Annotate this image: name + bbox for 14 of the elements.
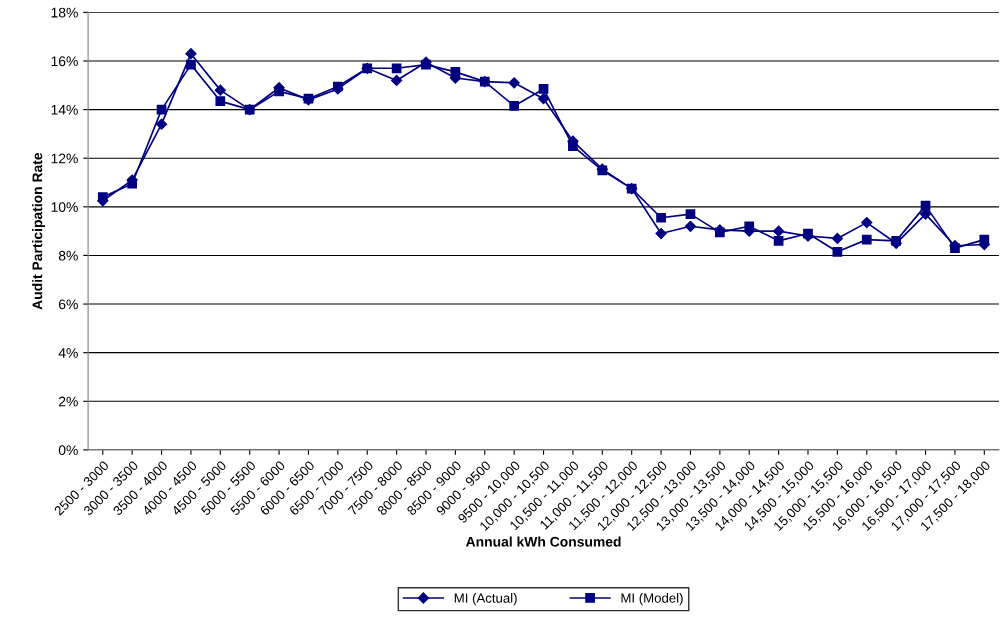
y-tick-label: 0% bbox=[58, 445, 78, 456]
y-tick-label: 6% bbox=[59, 299, 78, 310]
y-axis-title: Audit Participation Rate bbox=[32, 152, 46, 310]
y-tick-label: 10% bbox=[51, 202, 78, 212]
y-tick-label: 4% bbox=[58, 348, 78, 358]
y-tick-label: 14% bbox=[51, 104, 78, 115]
y-tick-label: 12% bbox=[51, 153, 78, 164]
y-tick-label: 2% bbox=[58, 396, 78, 407]
y-tick-label: 16% bbox=[51, 56, 78, 67]
y-tick-label: 8% bbox=[58, 250, 78, 261]
x-axis-title: Annual kWh Consumed bbox=[465, 536, 621, 547]
y-tick-label: 18% bbox=[51, 7, 78, 18]
legend-label: MI (Actual) bbox=[454, 593, 517, 606]
legend-label: MI (Model) bbox=[621, 593, 683, 606]
